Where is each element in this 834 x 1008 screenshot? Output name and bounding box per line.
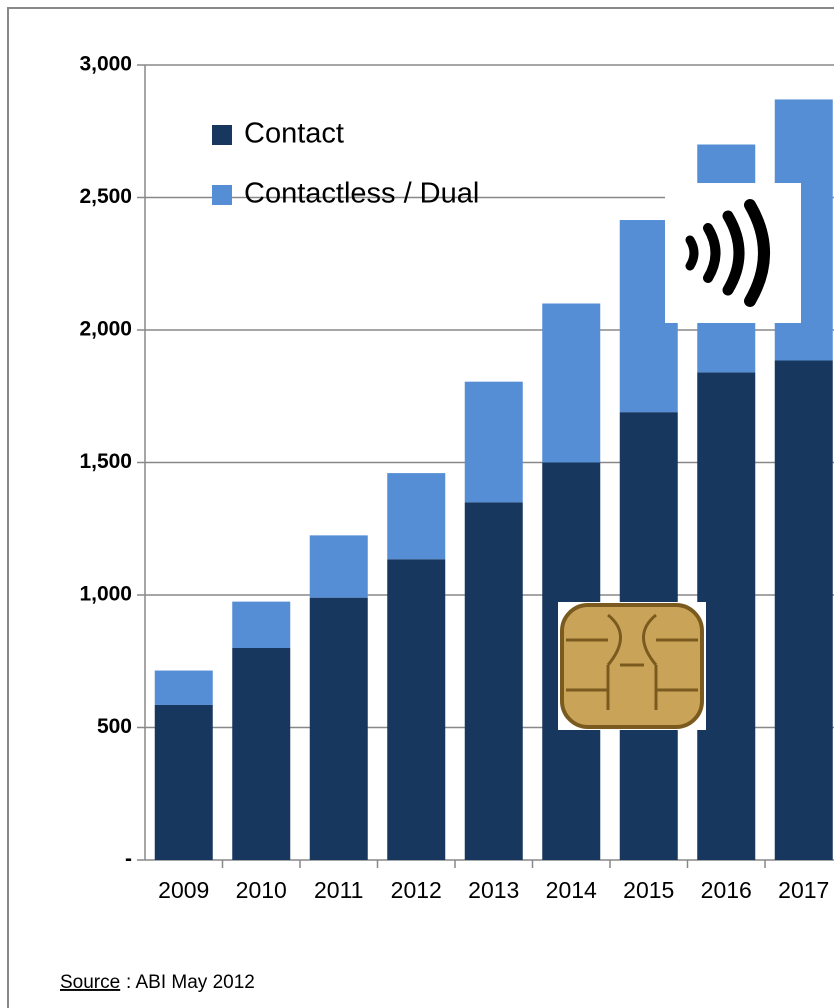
x-tick-label: 2009 — [158, 877, 209, 903]
bar-segment — [464, 381, 523, 503]
icons — [558, 183, 801, 730]
x-tick-label: 2011 — [314, 877, 363, 903]
y-tick-label: 2,500 — [79, 185, 132, 208]
bar-segment — [154, 704, 213, 860]
x-tick-label: 2016 — [701, 877, 752, 903]
contactless-icon — [685, 199, 770, 307]
bar-segment — [232, 648, 291, 860]
x-tick-label: 2010 — [236, 877, 287, 903]
y-tick-label: 500 — [97, 715, 132, 738]
legend-swatch — [212, 185, 232, 205]
contactless-icon-bg — [665, 183, 801, 323]
bar-segment — [774, 360, 833, 860]
frame — [7, 7, 834, 1008]
y-tick-label: 1,500 — [79, 450, 132, 473]
chip-contacts — [566, 613, 698, 710]
y-tick-label: 3,000 — [79, 53, 132, 76]
y-tick-label: - — [125, 848, 132, 871]
bar-segment — [309, 535, 368, 598]
legend-swatch — [212, 125, 232, 145]
x-tick-label: 2012 — [391, 877, 442, 903]
y-tick-label: 1,000 — [79, 583, 132, 606]
x-tick-label: 2014 — [546, 877, 597, 903]
source-text: : ABI May 2012 — [126, 972, 255, 993]
bar-segment — [309, 597, 368, 860]
bar-segment — [232, 601, 291, 648]
legend-label: Contact — [244, 118, 344, 150]
bar-segment — [387, 559, 446, 860]
x-tick-label: 2013 — [468, 877, 519, 903]
x-tick-label: 2017 — [778, 877, 829, 903]
bar-segment — [387, 473, 446, 560]
bar-segment — [697, 372, 756, 860]
y-tick-label: 2,000 — [79, 318, 132, 341]
bar-segment — [542, 303, 601, 463]
legend-label: Contactless / Dual — [244, 178, 479, 210]
source-label: Source — [60, 972, 120, 993]
bar-segment — [154, 670, 213, 705]
x-tick-label: 2015 — [623, 877, 674, 903]
bar-segment — [464, 502, 523, 860]
